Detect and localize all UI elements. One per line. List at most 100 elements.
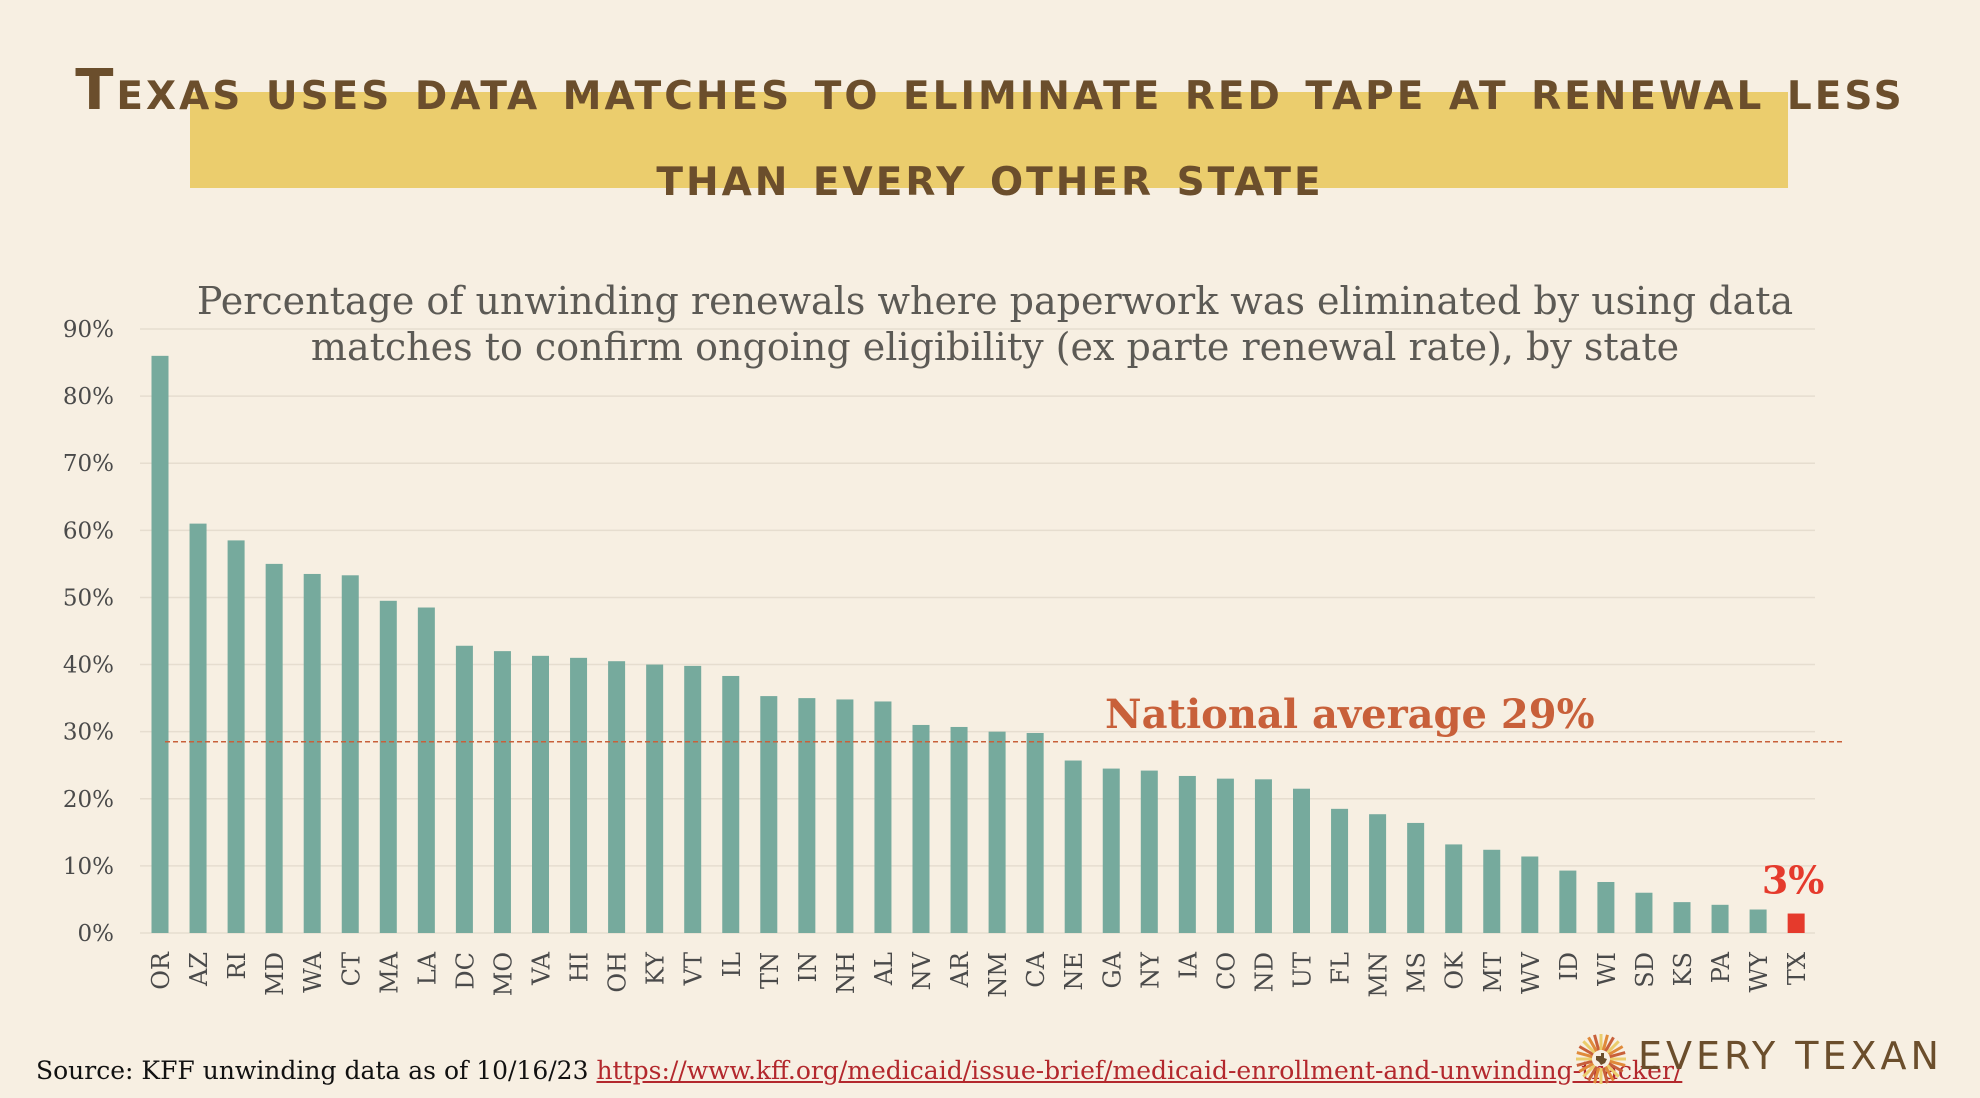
- x-tick-label: IA: [1174, 951, 1202, 978]
- bar-mo: [493, 651, 511, 933]
- y-tick-label: 0%: [78, 921, 115, 947]
- bar-ma: [379, 600, 397, 933]
- x-tick-label: HI: [566, 952, 594, 982]
- y-tick-label: 80%: [63, 384, 114, 410]
- bar-tx: [1787, 913, 1805, 933]
- bar-co: [1216, 778, 1234, 933]
- bar-mn: [1369, 814, 1387, 933]
- bar-fl: [1331, 808, 1349, 933]
- bar-hi: [570, 657, 588, 933]
- texas-sunburst-icon: [1576, 1034, 1626, 1084]
- bar-ms: [1407, 822, 1425, 933]
- bar-nv: [912, 724, 930, 933]
- bar-va: [532, 655, 549, 933]
- bar-ga: [1102, 768, 1120, 933]
- bar-nm: [988, 731, 1006, 933]
- bar-ut: [1293, 788, 1310, 933]
- bar-dc: [455, 645, 473, 933]
- x-tick-label: DC: [451, 952, 479, 990]
- x-tick-label: PA: [1707, 951, 1735, 983]
- x-tick-label: OR: [147, 951, 175, 990]
- x-tick-label: OK: [1441, 951, 1469, 990]
- x-tick-label: NV: [908, 951, 936, 990]
- x-tick-label: CA: [1022, 951, 1050, 987]
- bar-ok: [1445, 844, 1463, 933]
- bar-ar: [950, 726, 968, 933]
- x-tick-label: MD: [261, 952, 289, 996]
- x-tick-label: WV: [1517, 951, 1545, 994]
- x-tick-label: IL: [718, 952, 746, 977]
- source-text: Source: KFF unwinding data as of 10/16/2…: [36, 1056, 589, 1085]
- bar-sd: [1635, 892, 1653, 933]
- x-tick-label: WY: [1745, 951, 1773, 993]
- x-tick-label: LA: [413, 951, 441, 985]
- x-tick-label: UT: [1289, 952, 1317, 988]
- y-tick-label: 10%: [63, 854, 114, 880]
- x-tick-label: ID: [1555, 952, 1583, 981]
- x-tick-label: MN: [1365, 952, 1393, 998]
- x-tick-label: CT: [337, 952, 365, 986]
- x-tick-label: NY: [1136, 951, 1164, 989]
- y-tick-label: 50%: [63, 585, 114, 611]
- source-link[interactable]: https://www.kff.org/medicaid/issue-brief…: [596, 1056, 1683, 1085]
- bar-pa: [1711, 904, 1729, 933]
- x-tick-label: AL: [870, 952, 898, 986]
- x-tick-label: IN: [794, 952, 822, 982]
- x-tick-label: VA: [528, 951, 556, 986]
- bar-mt: [1483, 849, 1501, 933]
- x-tick-label: MA: [375, 951, 403, 994]
- bar-md: [265, 563, 283, 933]
- x-tick-label: VT: [680, 952, 708, 986]
- bar-il: [722, 675, 740, 933]
- bar-ca: [1026, 733, 1044, 933]
- chart-subtitle: Percentage of unwinding renewals where p…: [196, 279, 1794, 369]
- x-tick-label: ND: [1250, 952, 1278, 992]
- y-tick-label: 90%: [63, 317, 114, 343]
- y-tick-label: 20%: [63, 787, 114, 813]
- bar-ne: [1064, 760, 1082, 933]
- bar-oh: [608, 661, 626, 933]
- x-tick-label: MS: [1403, 952, 1431, 993]
- x-tick-label: WI: [1593, 952, 1621, 986]
- bar-wa: [303, 573, 321, 933]
- bar-ct: [341, 575, 359, 933]
- bar-nd: [1254, 779, 1272, 933]
- x-tick-label: MT: [1479, 952, 1507, 993]
- bar-wi: [1597, 881, 1615, 933]
- highlight-label: 3%: [1762, 858, 1825, 903]
- bar-al: [874, 701, 892, 933]
- bar-la: [417, 607, 435, 933]
- bar-wy: [1749, 909, 1767, 933]
- y-tick-label: 40%: [63, 653, 114, 679]
- logo-text: EVERY TEXAN: [1638, 1034, 1943, 1078]
- x-tick-label: TN: [756, 952, 784, 989]
- x-tick-label: AR: [946, 951, 974, 988]
- x-tick-label: AZ: [185, 952, 213, 987]
- x-tick-label: NH: [832, 952, 860, 994]
- bar-ia: [1178, 775, 1196, 933]
- x-tick-label: OH: [604, 952, 632, 993]
- bar-ri: [227, 540, 245, 933]
- x-tick-label: KY: [642, 951, 670, 985]
- source-note: Source: KFF unwinding data as of 10/16/2…: [36, 1056, 1682, 1085]
- x-tick-label: CO: [1212, 952, 1240, 990]
- x-tick-label: MO: [489, 952, 517, 996]
- y-tick-label: 30%: [63, 720, 114, 746]
- x-tick-label: FL: [1327, 952, 1355, 985]
- bar-in: [798, 698, 816, 933]
- x-tick-label: TX: [1783, 952, 1811, 985]
- page-title: Texas uses data matches to eliminate red…: [75, 58, 1905, 209]
- bar-or: [151, 355, 169, 933]
- x-tick-label: NE: [1060, 952, 1088, 991]
- x-tick-label: WA: [299, 951, 327, 992]
- bar-ks: [1673, 902, 1691, 933]
- bar-wv: [1521, 856, 1539, 933]
- title-highlight: [190, 92, 1788, 188]
- x-tick-label: NM: [984, 952, 1012, 998]
- x-tick-label: SD: [1631, 952, 1659, 988]
- x-tick-label: RI: [223, 952, 251, 980]
- y-tick-label: 70%: [63, 451, 114, 477]
- bar-id: [1559, 870, 1577, 933]
- bar-ky: [646, 664, 664, 933]
